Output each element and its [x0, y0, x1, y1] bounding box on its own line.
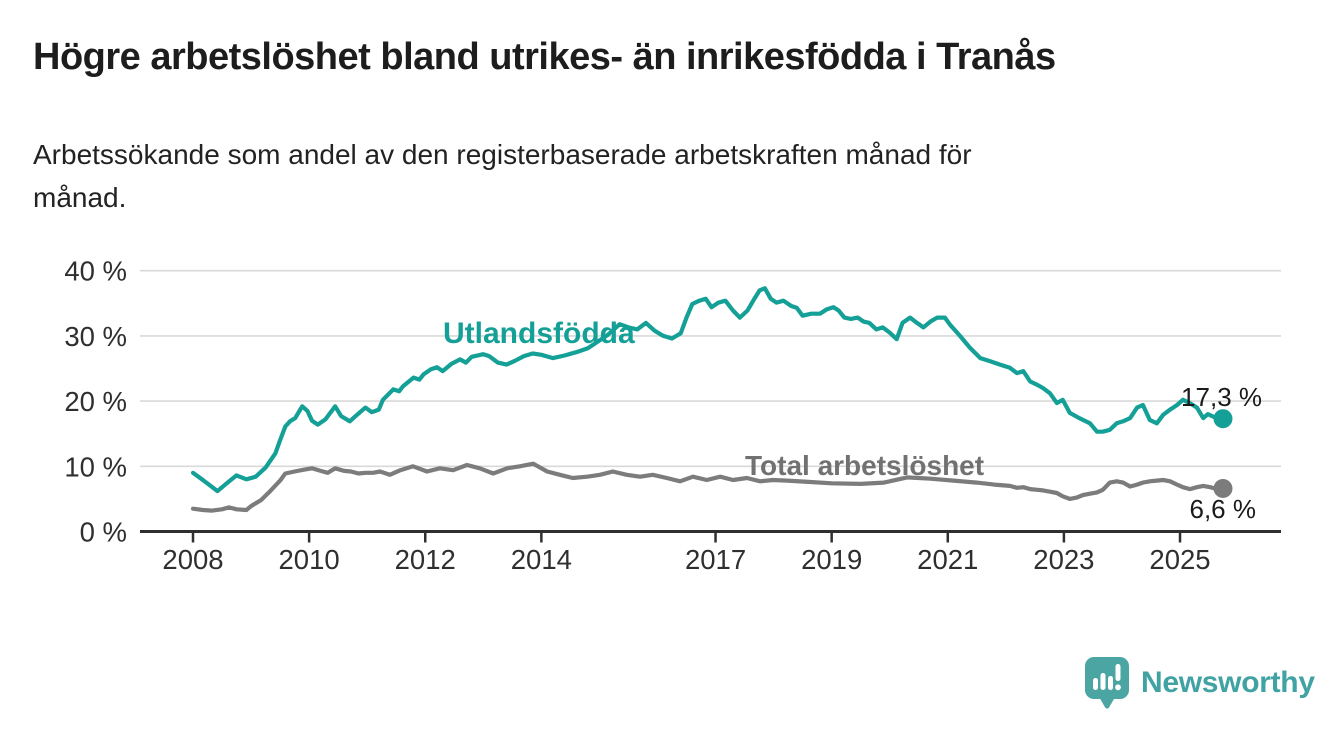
y-tick-label: 20 % [64, 386, 127, 417]
y-tick-label: 30 % [64, 321, 127, 352]
series-lines [190, 286, 1233, 513]
x-axis-labels: 2008 2010 2012 2014 2017 2019 2021 2023 2025 [162, 544, 1210, 575]
chart-title: Högre arbetslöshet bland utrikes- än inr… [33, 36, 1056, 78]
x-tick-label: 2023 [1033, 544, 1094, 575]
series-endpoint-dot-total-arbetsl-shet [1213, 478, 1233, 498]
chart-subtitle: Arbetssökande som andel av den registerb… [33, 133, 1233, 220]
series-line-utlandsf-dda [190, 286, 1226, 494]
bar-chart-glyph [1093, 664, 1121, 691]
x-tick-label: 2017 [685, 544, 746, 575]
y-axis-labels: 0 % 10 % 20 % 30 % 40 % [64, 256, 127, 548]
x-tick-label: 2008 [162, 544, 223, 575]
value-label-total-arbetsloshet: 6,6 % [1189, 494, 1257, 524]
x-tick-label: 2014 [511, 544, 572, 575]
y-tick-label: 0 % [80, 517, 127, 548]
x-tick-label: 2021 [917, 544, 978, 575]
x-tick-label: 2012 [395, 544, 456, 575]
y-tick-label: 40 % [64, 256, 127, 287]
x-tick-label: 2010 [279, 544, 340, 575]
series-line-total-arbetsl-shet [190, 461, 1226, 513]
speech-bubble-shape [1085, 657, 1129, 709]
chart-subtitle-line1: Arbetssökande som andel av den registerb… [33, 139, 972, 170]
series-endpoint-dot-utlandsf-dda [1213, 409, 1233, 429]
gridlines [140, 269, 1281, 468]
series-label-utlandsfodda: Utlandsfödda [443, 317, 635, 350]
x-tick-label: 2025 [1149, 544, 1210, 575]
y-tick-label: 10 % [64, 451, 127, 482]
newsworthy-logo: Newsworthy [1083, 655, 1315, 711]
x-axis [140, 530, 1281, 543]
x-tick-label: 2019 [801, 544, 862, 575]
newsworthy-speech-bubble-bars-icon [1085, 657, 1129, 709]
newsworthy-wordmark: Newsworthy [1141, 666, 1315, 699]
series-label-total-arbetsloshet: Total arbetslöshet [745, 450, 985, 481]
value-label-utlandsfodda: 17,3 % [1181, 382, 1262, 412]
chart-subtitle-line2: månad. [33, 182, 127, 214]
